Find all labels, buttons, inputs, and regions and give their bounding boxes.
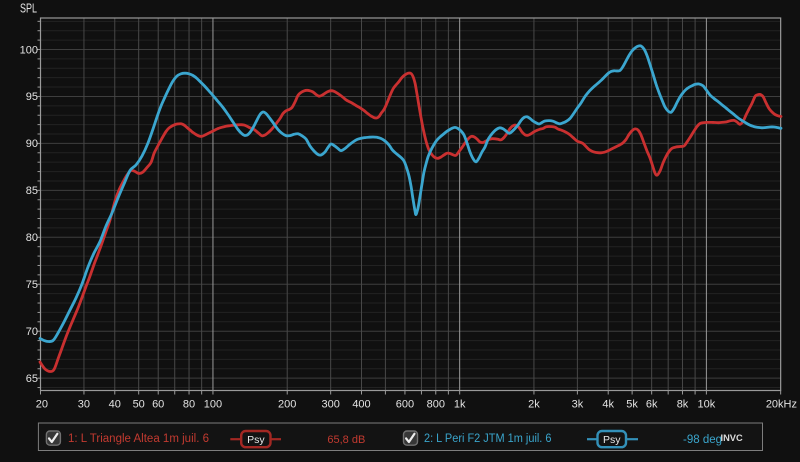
svg-text:20: 20 — [36, 399, 48, 411]
svg-text:4k: 4k — [602, 399, 614, 411]
svg-text:85: 85 — [26, 185, 38, 197]
svg-text:95: 95 — [26, 91, 38, 103]
svg-text:300: 300 — [322, 399, 340, 411]
svg-text:-98 deg: -98 deg — [683, 434, 722, 446]
svg-text:40: 40 — [109, 399, 121, 411]
svg-text:100: 100 — [20, 44, 38, 56]
svg-text:1: L Triangle Altea 1m juil. 6: 1: L Triangle Altea 1m juil. 6 — [68, 433, 209, 445]
svg-text:2k: 2k — [528, 399, 540, 411]
svg-text:1k: 1k — [454, 399, 466, 411]
svg-text:3k: 3k — [572, 399, 584, 411]
svg-text:50: 50 — [133, 399, 145, 411]
svg-text:400: 400 — [352, 399, 370, 411]
svg-text:70: 70 — [26, 326, 38, 338]
svg-text:200: 200 — [278, 399, 296, 411]
svg-text:65,8 dB: 65,8 dB — [327, 434, 365, 446]
svg-text:SPL: SPL — [20, 2, 37, 16]
svg-text:80: 80 — [183, 399, 195, 411]
svg-text:10k: 10k — [698, 399, 716, 411]
svg-text:20kHz: 20kHz — [766, 399, 797, 411]
svg-text:600: 600 — [396, 399, 414, 411]
svg-text:Psy: Psy — [603, 434, 621, 446]
svg-text:2: L Peri F2 JTM 1m juil. 6: 2: L Peri F2 JTM 1m juil. 6 — [424, 433, 552, 445]
svg-text:8k: 8k — [677, 399, 689, 411]
svg-text:80: 80 — [26, 232, 38, 244]
svg-text:65: 65 — [26, 373, 38, 385]
svg-text:6k: 6k — [646, 399, 658, 411]
svg-text:INVC: INVC — [721, 433, 743, 443]
svg-text:5k: 5k — [626, 399, 638, 411]
svg-text:100: 100 — [204, 399, 222, 411]
svg-text:Psy: Psy — [247, 434, 265, 446]
svg-text:30: 30 — [78, 399, 90, 411]
svg-text:75: 75 — [26, 279, 38, 291]
svg-text:800: 800 — [427, 399, 445, 411]
svg-text:60: 60 — [152, 399, 164, 411]
svg-text:90: 90 — [26, 138, 38, 150]
